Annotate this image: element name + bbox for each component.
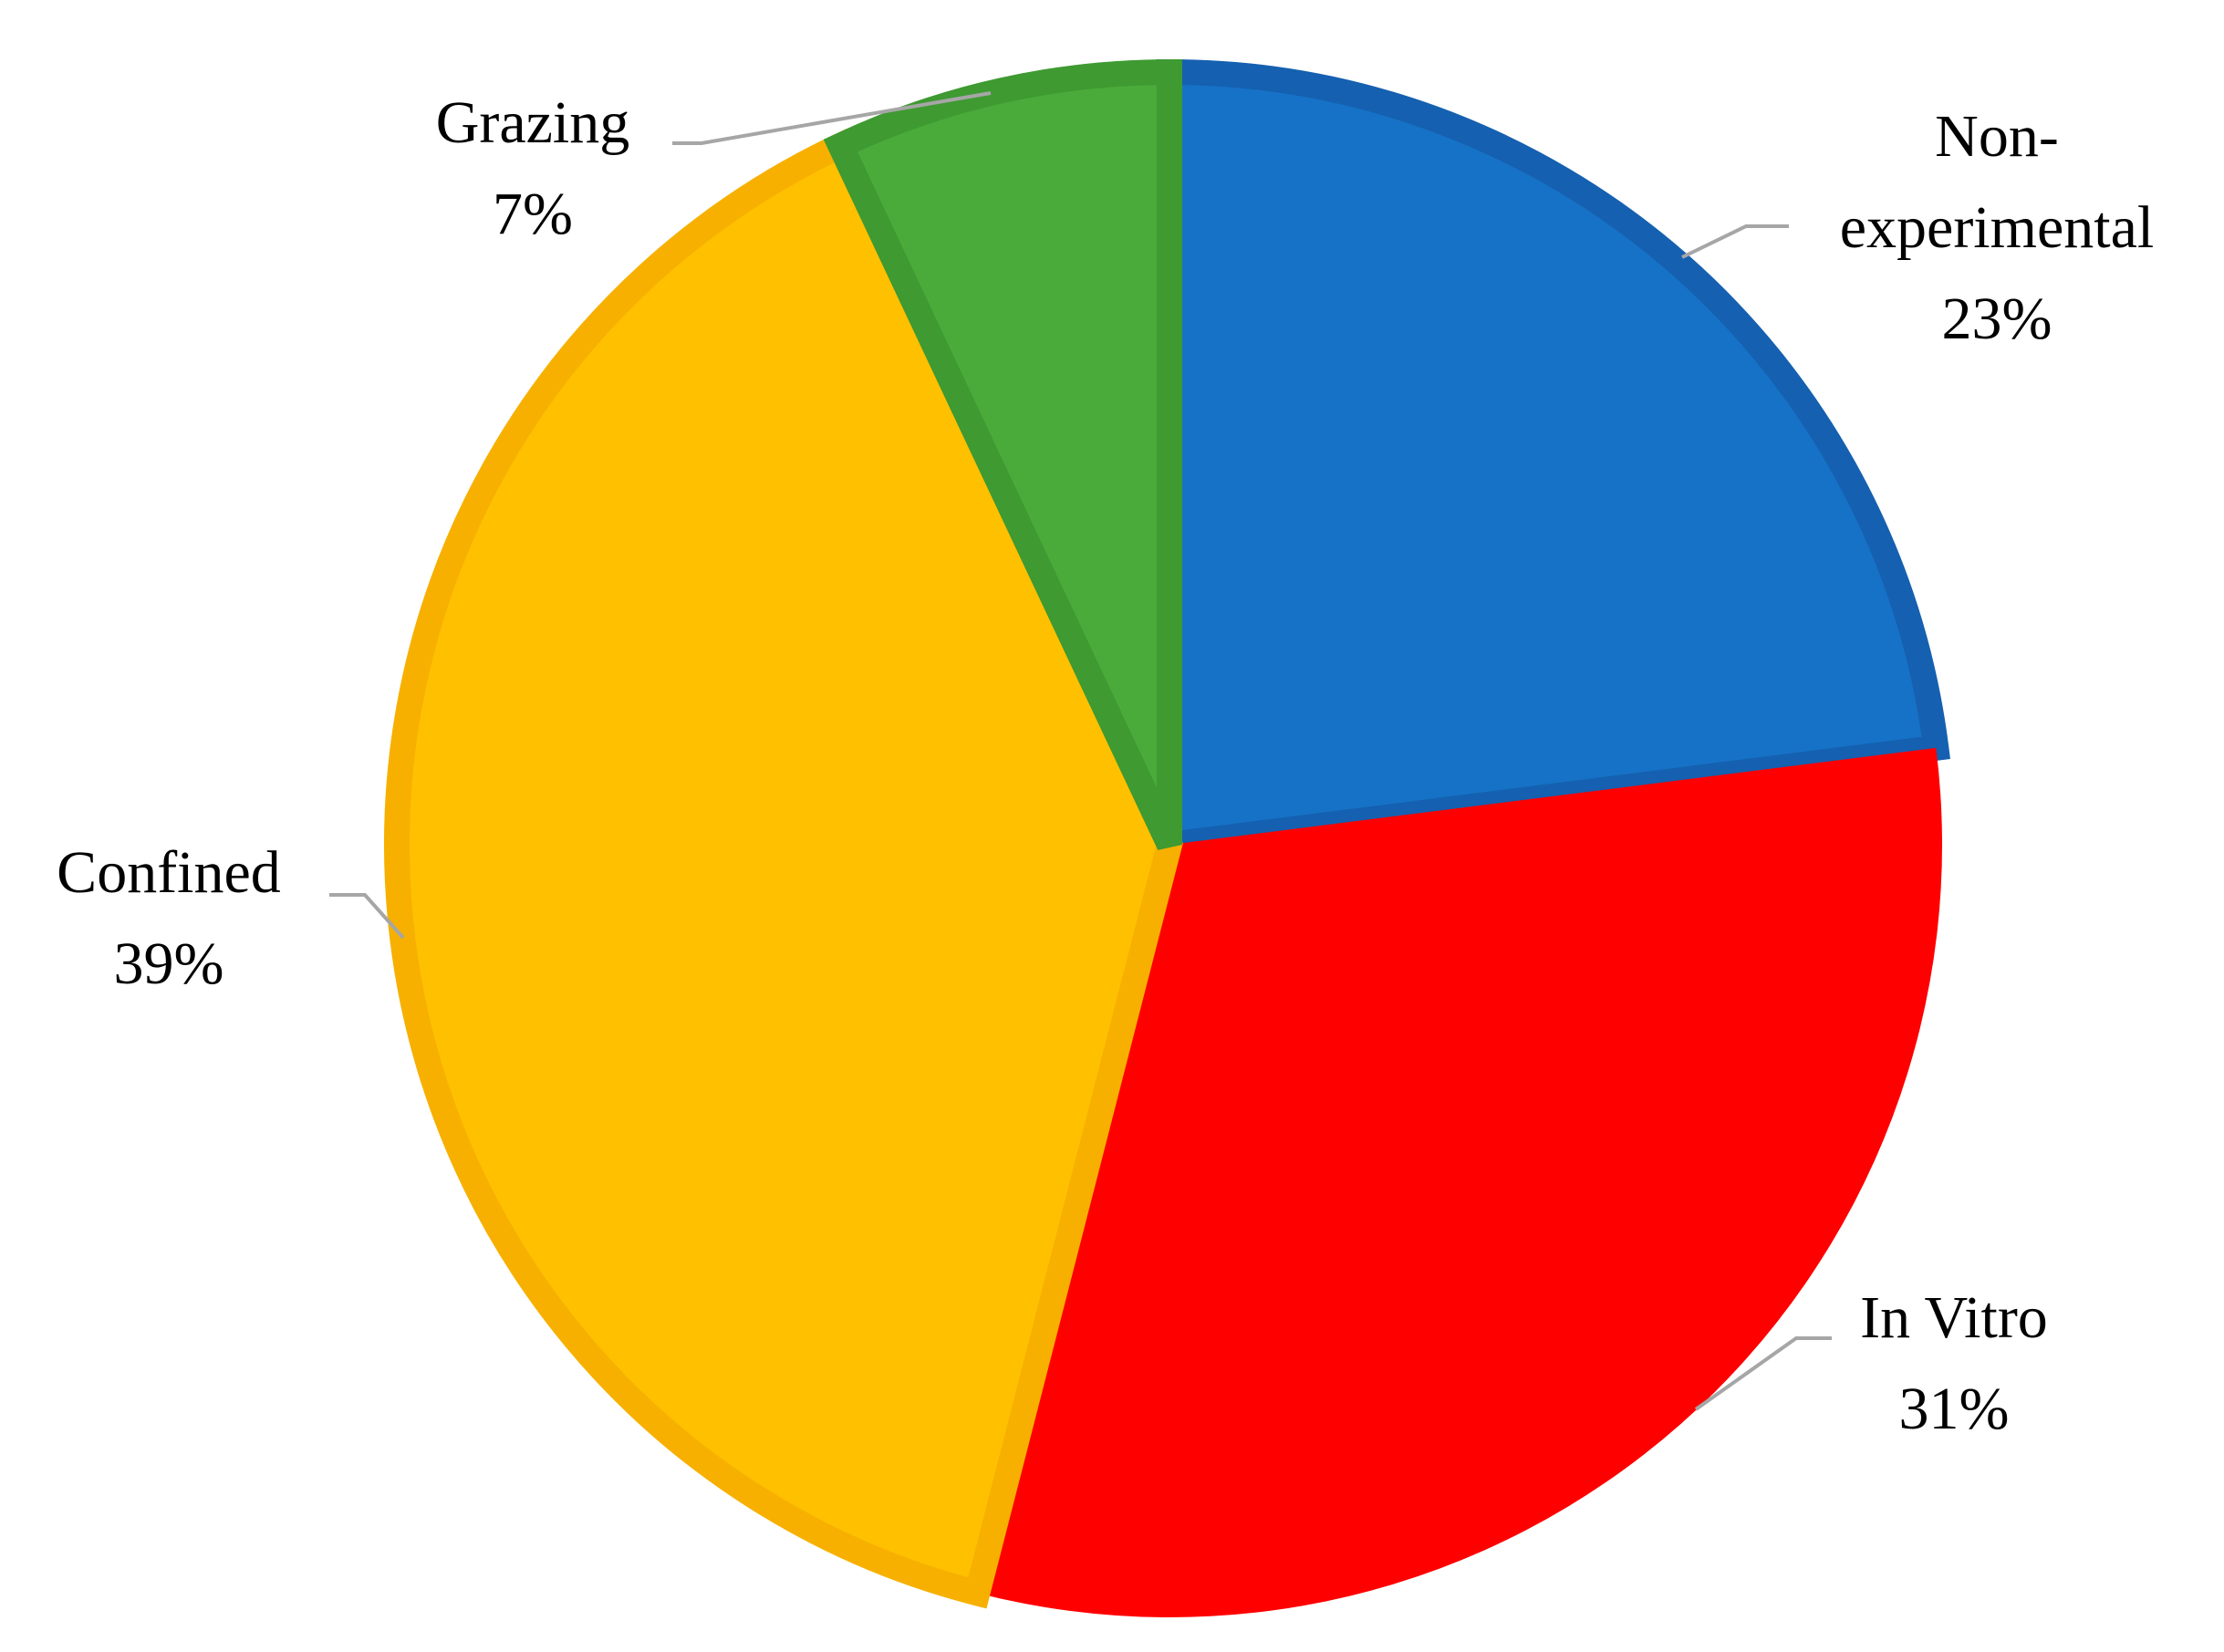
category-name: Confined [57,839,281,906]
leader-lines [329,91,1832,1411]
value-label: 39% [113,930,224,997]
slice-label: In Vitro 31% [1744,1273,2164,1455]
value-label: 31% [1898,1376,2010,1442]
pie-slice [823,58,1182,850]
pie-slice [384,128,1183,1609]
category-name: In Vitro [1860,1284,2048,1351]
pie-slice [1157,58,1950,859]
slice-label: Grazing 7% [369,78,697,260]
value-label: 7% [493,181,573,247]
leader-line [672,91,992,145]
slice-label: Non-experimental 23% [1787,91,2207,365]
slice-label: Confined 39% [5,827,333,1010]
leader-line [1681,224,1789,259]
category-name: Non-experimental [1839,103,2155,261]
leader-line [1694,1336,1832,1411]
pie-slice [977,747,1942,1617]
category-name: Grazing [435,89,630,156]
leader-line [329,893,405,940]
value-label: 23% [1941,286,2053,352]
